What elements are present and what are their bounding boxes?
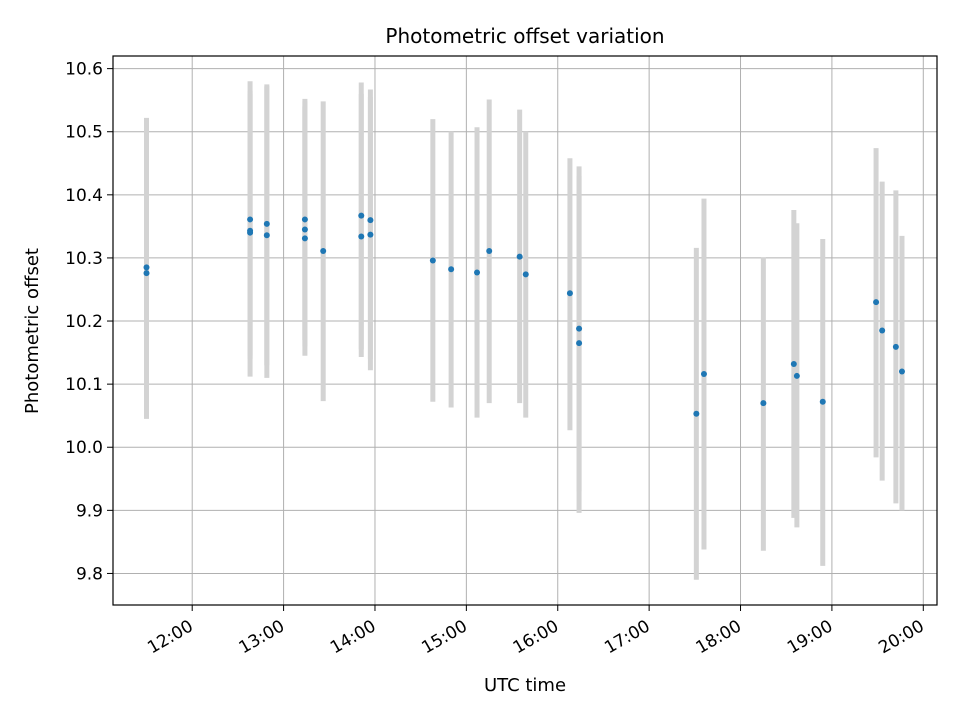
y-tick-label: 10.6 — [65, 60, 103, 80]
data-points — [143, 212, 905, 417]
x-tick-label: 18:00 — [693, 616, 745, 658]
x-axis: 12:00 13:00 14:00 15:00 16:00 17:00 18:00 19:00… — [144, 605, 928, 658]
y-tick-label: 10.4 — [65, 186, 103, 206]
x-tick-label: 14:00 — [327, 616, 379, 658]
x-tick-label: 17:00 — [601, 616, 653, 658]
data-point — [576, 325, 583, 332]
data-point — [358, 212, 365, 219]
data-point — [892, 343, 899, 350]
data-point — [516, 253, 523, 260]
x-tick-label: 13:00 — [236, 616, 288, 658]
data-point — [486, 247, 493, 254]
data-point — [793, 372, 800, 379]
x-tick-label: 16:00 — [510, 616, 562, 658]
data-point — [879, 327, 886, 334]
y-tick-label: 10.3 — [65, 249, 103, 269]
error-bars — [144, 81, 905, 580]
x-tick-label: 15:00 — [418, 616, 470, 658]
data-point — [263, 220, 270, 227]
data-point — [143, 270, 150, 277]
data-point — [367, 231, 374, 238]
data-point — [301, 216, 308, 223]
data-point — [576, 340, 583, 347]
data-point — [474, 269, 481, 276]
chart-title: Photometric offset variation — [385, 24, 664, 48]
data-point — [301, 226, 308, 233]
x-tick-label: 19:00 — [784, 616, 836, 658]
y-tick-label: 10.1 — [65, 375, 103, 395]
data-point — [429, 257, 436, 264]
data-point — [760, 400, 767, 407]
plot-frame — [112, 55, 938, 606]
data-point — [700, 371, 707, 378]
data-point — [320, 247, 327, 254]
y-tick-label: 9.9 — [76, 501, 103, 521]
x-tick-label: 20:00 — [875, 616, 927, 658]
y-tick-label: 9.8 — [76, 564, 103, 584]
x-tick-label: 12:00 — [144, 616, 196, 658]
x-axis-title: UTC time — [484, 675, 566, 696]
y-tick-label: 10.2 — [65, 312, 103, 332]
data-point — [358, 233, 365, 240]
data-point — [693, 410, 700, 417]
y-tick-label: 10.0 — [65, 438, 103, 458]
y-tick-label: 10.5 — [65, 123, 103, 143]
data-point — [522, 271, 529, 278]
data-point — [898, 368, 905, 375]
y-axis: 9.8 9.9 10.0 10.1 10.2 10.3 10.4 10.5 10.6 — [65, 60, 113, 584]
data-point — [143, 264, 150, 271]
data-point — [873, 299, 880, 306]
data-point — [247, 229, 254, 236]
data-point — [301, 235, 308, 242]
data-point — [790, 360, 797, 367]
data-point — [263, 232, 270, 239]
y-axis-title: Photometric offset — [22, 248, 43, 414]
data-point — [566, 290, 573, 297]
data-point — [247, 216, 254, 223]
data-point — [367, 217, 374, 224]
data-point — [819, 398, 826, 405]
data-point — [448, 266, 455, 273]
